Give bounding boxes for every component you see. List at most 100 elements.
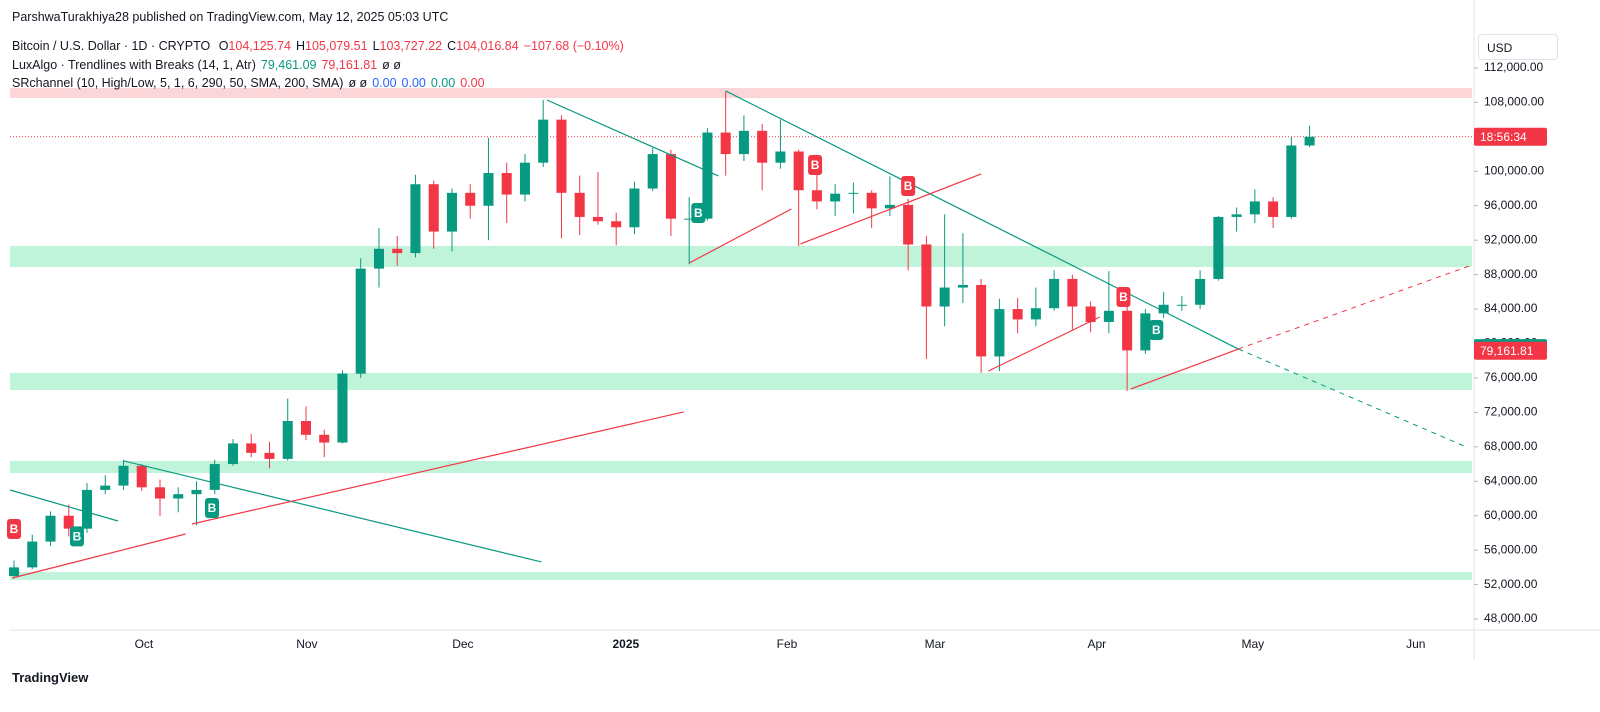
candle-body bbox=[1049, 278, 1060, 309]
indicator-value: 0.00 bbox=[430, 76, 456, 90]
sr-zone bbox=[10, 572, 1472, 581]
candle-body bbox=[337, 373, 348, 443]
candle-body bbox=[246, 443, 257, 453]
candle-body bbox=[592, 216, 603, 222]
indicator-name: LuxAlgo · Trendlines with Breaks (14, 1,… bbox=[12, 58, 256, 72]
candle-body bbox=[793, 151, 804, 191]
break-marker bbox=[7, 518, 22, 539]
price-label: 18:56:34 bbox=[1480, 130, 1527, 144]
ohlc-key: L bbox=[372, 39, 380, 53]
indicator-value: 0.00 bbox=[460, 76, 485, 90]
candle-body bbox=[665, 154, 676, 219]
trendline-extension bbox=[1238, 264, 1473, 350]
indicator-name: SRchannel (10, High/Low, 5, 1, 6, 290, 5… bbox=[12, 76, 344, 90]
break-marker bbox=[1116, 287, 1131, 308]
candle-body bbox=[446, 192, 457, 232]
y-tick-label: 52,000.00 bbox=[1484, 577, 1538, 591]
y-tick-label: 100,000.00 bbox=[1484, 163, 1544, 177]
indicator-value: 79,161.81 bbox=[321, 58, 378, 72]
candle-body bbox=[173, 494, 184, 499]
x-tick-label: Mar bbox=[925, 637, 946, 651]
symbol-legend: Bitcoin / U.S. Dollar · 1D · CRYPTO O104… bbox=[12, 39, 629, 53]
trendline bbox=[546, 99, 719, 177]
change: −107.68 (−0.10%) bbox=[523, 39, 624, 53]
price-label: 79,161.81 bbox=[1480, 344, 1534, 358]
candle-body bbox=[757, 130, 768, 163]
candle-body bbox=[538, 119, 549, 163]
candle-body bbox=[392, 248, 403, 254]
brand: TradingView bbox=[12, 670, 89, 685]
candle-body bbox=[1195, 278, 1206, 305]
break-marker-label: B bbox=[811, 158, 820, 172]
candle-body bbox=[884, 204, 895, 209]
indicator-flags: ø ø bbox=[382, 58, 401, 72]
break-marker bbox=[691, 202, 706, 223]
candle-body bbox=[976, 284, 987, 357]
y-tick-label: 108,000.00 bbox=[1484, 95, 1544, 109]
ohlc-value: 103,727.22 bbox=[379, 39, 443, 53]
trendline bbox=[191, 411, 684, 525]
candle-body bbox=[227, 443, 239, 465]
candle-body bbox=[1231, 214, 1242, 217]
candle-body bbox=[903, 204, 914, 245]
indicator-legend: LuxAlgo · Trendlines with Breaks (14, 1,… bbox=[12, 58, 406, 72]
candle-body bbox=[684, 218, 695, 220]
y-tick-label: 76,000.00 bbox=[1484, 370, 1538, 384]
candle-body bbox=[373, 248, 384, 269]
sr-zone bbox=[10, 372, 1472, 391]
candle-body bbox=[1176, 304, 1187, 306]
candle-body bbox=[994, 309, 1005, 357]
candle-body bbox=[483, 173, 494, 206]
candle-body bbox=[465, 192, 476, 206]
candle-body bbox=[136, 465, 147, 488]
ohlc-value: 104,016.84 bbox=[456, 39, 519, 53]
candle-body bbox=[1140, 313, 1151, 351]
trendline bbox=[800, 173, 982, 245]
candle-body bbox=[1012, 309, 1023, 320]
trendline bbox=[988, 316, 1101, 372]
y-tick-label: 96,000.00 bbox=[1484, 198, 1538, 212]
trendline bbox=[688, 208, 792, 264]
candle-body bbox=[738, 130, 749, 155]
ohlc-value: 104,125.74 bbox=[228, 39, 291, 53]
indicator-legend: SRchannel (10, High/Low, 5, 1, 6, 290, 5… bbox=[12, 76, 490, 90]
currency-button[interactable]: USD bbox=[1478, 34, 1558, 60]
break-marker bbox=[205, 497, 220, 518]
candle-body bbox=[1067, 278, 1078, 307]
ohlc-key: H bbox=[295, 39, 306, 53]
y-tick-label: 56,000.00 bbox=[1484, 542, 1538, 556]
candle-body bbox=[100, 485, 111, 490]
trendline bbox=[123, 460, 542, 563]
price-label-box bbox=[1474, 127, 1547, 146]
break-marker-label: B bbox=[904, 179, 913, 193]
candle-body bbox=[1030, 308, 1041, 320]
candle-body bbox=[629, 188, 640, 228]
break-marker bbox=[69, 526, 84, 547]
break-marker bbox=[808, 155, 823, 176]
candle-body bbox=[1158, 304, 1169, 314]
y-tick-label: 84,000.00 bbox=[1484, 301, 1538, 315]
candle-body bbox=[775, 151, 786, 163]
candle-body bbox=[519, 162, 530, 195]
candle-body bbox=[501, 173, 512, 195]
y-tick-label: 88,000.00 bbox=[1484, 267, 1538, 281]
break-marker-label: B bbox=[694, 206, 703, 220]
x-tick-label: 2025 bbox=[613, 637, 640, 651]
trendline bbox=[12, 533, 186, 579]
x-tick-label: Apr bbox=[1087, 637, 1106, 651]
candle-body bbox=[574, 192, 585, 217]
trendline bbox=[1130, 348, 1239, 390]
x-tick-label: Dec bbox=[452, 637, 473, 651]
candle-body bbox=[428, 184, 439, 232]
ohlc-key: O bbox=[218, 39, 229, 53]
y-tick-label: 64,000.00 bbox=[1484, 473, 1538, 487]
candle-body bbox=[611, 221, 622, 228]
candle-body bbox=[410, 184, 421, 254]
candle-body bbox=[647, 154, 658, 189]
candle-body bbox=[957, 284, 968, 288]
sr-zone bbox=[10, 245, 1472, 267]
trendline-extension bbox=[1238, 348, 1467, 448]
candle-body bbox=[118, 465, 129, 486]
